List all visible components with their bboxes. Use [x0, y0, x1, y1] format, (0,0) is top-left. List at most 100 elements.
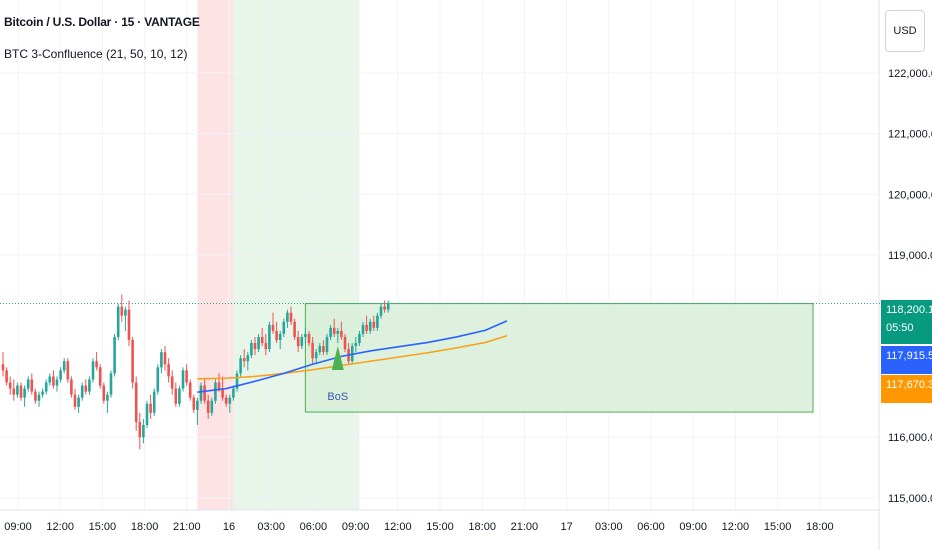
candle-body: [113, 336, 116, 374]
ema-slow-line: [197, 334, 508, 380]
candle-body: [271, 324, 275, 331]
candle-body: [8, 382, 12, 389]
candle-body: [221, 388, 224, 398]
candle-body: [88, 379, 91, 392]
candle-body: [23, 388, 26, 398]
candle-body: [228, 397, 232, 404]
candle-body: [268, 324, 271, 350]
ema-fast-line: [197, 320, 508, 394]
y-tick-label: 119,000.00: [888, 250, 932, 262]
x-tick-label: 03:00: [257, 521, 285, 533]
candle-body: [293, 321, 296, 337]
x-tick-label: 12:00: [384, 521, 412, 533]
candle-body: [160, 352, 163, 368]
indicator-legend[interactable]: BTC 3-Confluence (21, 50, 10, 12): [4, 47, 188, 61]
currency-button[interactable]: USD: [885, 10, 925, 52]
candle-body: [329, 327, 332, 337]
candle-body: [55, 379, 59, 386]
ema-fast-tag: 117,915.54: [881, 346, 932, 374]
candle-body: [325, 336, 329, 353]
candle-body: [340, 330, 343, 337]
ema-slow-tag-bg: [881, 375, 932, 403]
candle-body: [167, 364, 170, 377]
candle-body: [127, 309, 131, 340]
candle-body: [149, 403, 152, 413]
candle-body: [106, 394, 109, 401]
candle-body: [318, 346, 322, 353]
candle-body: [199, 385, 203, 401]
candle-body: [206, 400, 210, 413]
candle-body: [44, 382, 48, 392]
candle-body: [203, 385, 206, 401]
candle-body: [109, 373, 113, 395]
ema-fast-tag-bg: [881, 346, 932, 374]
candle-body: [98, 367, 102, 386]
candle-body: [343, 336, 347, 350]
ema-slow-tag: 117,670.39: [881, 375, 932, 403]
candle-body: [48, 376, 52, 383]
candle-body: [304, 333, 307, 337]
candle-body: [178, 388, 181, 404]
candle-body: [181, 370, 185, 389]
candle-body: [224, 397, 228, 404]
candle-body: [239, 358, 242, 374]
candle-body: [235, 373, 239, 389]
candle-body: [19, 385, 23, 398]
candle-body: [250, 343, 253, 356]
candle-body: [372, 321, 376, 328]
candle-body: [264, 343, 268, 350]
candle-body: [131, 340, 134, 383]
candle-body: [365, 324, 368, 331]
candle-body: [322, 346, 325, 353]
candle-body: [386, 303, 390, 310]
candle-body: [260, 336, 264, 344]
last-price-tag-bg: [881, 300, 932, 344]
y-tick-label: 122,000.00: [888, 68, 932, 80]
x-tick-label: 06:00: [300, 521, 328, 533]
candle-body: [91, 361, 95, 380]
y-tick-label: 121,000.00: [888, 129, 932, 141]
candle-body: [124, 309, 127, 316]
x-tick-label: 21:00: [173, 521, 201, 533]
x-tick-label: 09:00: [679, 521, 707, 533]
candle-body: [37, 394, 41, 401]
candle-body: [185, 370, 188, 383]
symbol-legend[interactable]: Bitcoin / U.S. Dollar · 15 · VANTAGE: [4, 15, 200, 29]
candle-body: [383, 306, 386, 310]
candle-body: [217, 382, 221, 389]
candle-body: [77, 397, 80, 407]
candle-body: [163, 352, 167, 365]
candle-body: [26, 379, 30, 389]
x-tick-label: 17: [560, 521, 572, 533]
y-tick-label: 115,000.00: [888, 493, 932, 505]
x-tick-label: 15:00: [764, 521, 792, 533]
x-tick-label: 03:00: [595, 521, 623, 533]
candle-body: [307, 333, 311, 344]
candle-body: [210, 400, 214, 413]
candle-body: [41, 391, 44, 395]
candle-body: [16, 385, 19, 395]
bos-label: BoS: [327, 391, 348, 403]
candle-body: [66, 361, 70, 380]
x-tick-label: 16: [223, 521, 235, 533]
x-tick-label: 12:00: [46, 521, 74, 533]
x-tick-label: 18:00: [468, 521, 496, 533]
candle-body: [278, 333, 282, 340]
candle-body: [84, 385, 88, 392]
candle-body: [170, 376, 174, 389]
candle-body: [120, 306, 124, 316]
x-tick-label: 09:00: [342, 521, 370, 533]
ema-fast-tag-text: 117,915.54: [886, 350, 932, 362]
y-tick-label: 120,000.00: [888, 189, 932, 201]
candle-body: [311, 343, 314, 359]
candle-body: [257, 336, 260, 350]
x-tick-label: 18:00: [806, 521, 834, 533]
candle-body: [62, 361, 66, 371]
candle-body: [192, 397, 196, 410]
candle-body: [296, 336, 300, 347]
x-tick-label: 06:00: [637, 521, 665, 533]
candle-body: [95, 361, 98, 368]
candle-body: [12, 388, 16, 395]
bos-arrow: [331, 346, 344, 370]
